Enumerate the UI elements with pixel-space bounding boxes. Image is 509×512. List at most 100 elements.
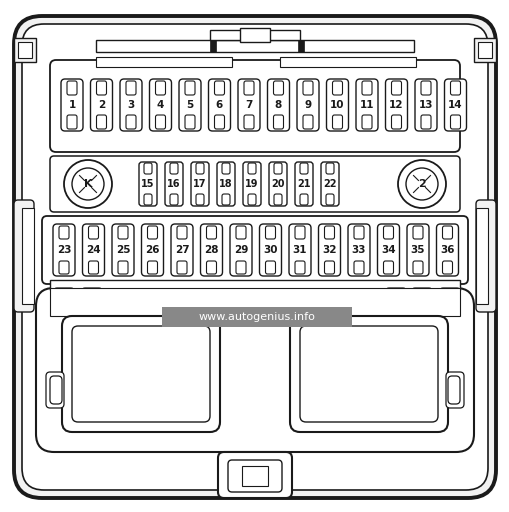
FancyBboxPatch shape (195, 163, 204, 174)
FancyBboxPatch shape (411, 288, 431, 312)
Circle shape (405, 168, 437, 200)
Text: 16: 16 (167, 179, 180, 189)
FancyBboxPatch shape (445, 372, 463, 408)
FancyBboxPatch shape (118, 261, 128, 274)
FancyBboxPatch shape (62, 316, 219, 432)
FancyBboxPatch shape (177, 261, 187, 274)
Bar (50, 288, 459, 316)
Text: 1: 1 (68, 100, 75, 110)
FancyBboxPatch shape (155, 115, 165, 129)
FancyBboxPatch shape (169, 194, 178, 205)
FancyBboxPatch shape (361, 81, 371, 95)
FancyBboxPatch shape (96, 115, 106, 129)
FancyBboxPatch shape (449, 81, 460, 95)
FancyBboxPatch shape (82, 224, 104, 276)
FancyBboxPatch shape (383, 226, 393, 239)
FancyBboxPatch shape (208, 79, 230, 131)
Text: 29: 29 (233, 245, 248, 255)
Text: 14: 14 (447, 100, 462, 110)
Text: 20: 20 (271, 179, 284, 189)
Text: 9: 9 (304, 100, 311, 110)
Text: 11: 11 (359, 100, 374, 110)
Bar (50, 280, 459, 290)
FancyBboxPatch shape (120, 79, 142, 131)
FancyBboxPatch shape (236, 261, 245, 274)
FancyBboxPatch shape (177, 226, 187, 239)
Text: 24: 24 (86, 245, 101, 255)
FancyBboxPatch shape (414, 79, 436, 131)
FancyBboxPatch shape (442, 261, 451, 274)
FancyBboxPatch shape (273, 194, 281, 205)
FancyBboxPatch shape (332, 115, 342, 129)
FancyBboxPatch shape (14, 16, 495, 498)
FancyBboxPatch shape (361, 115, 371, 129)
FancyBboxPatch shape (206, 261, 216, 274)
FancyBboxPatch shape (355, 79, 377, 131)
FancyBboxPatch shape (447, 376, 459, 404)
FancyBboxPatch shape (475, 200, 495, 312)
FancyBboxPatch shape (72, 326, 210, 422)
Text: 26: 26 (145, 245, 159, 255)
FancyBboxPatch shape (442, 226, 451, 239)
FancyBboxPatch shape (353, 226, 363, 239)
FancyBboxPatch shape (391, 81, 401, 95)
FancyBboxPatch shape (318, 224, 340, 276)
FancyBboxPatch shape (221, 194, 230, 205)
FancyBboxPatch shape (112, 224, 134, 276)
FancyBboxPatch shape (449, 115, 460, 129)
FancyBboxPatch shape (299, 194, 307, 205)
FancyBboxPatch shape (243, 115, 253, 129)
FancyBboxPatch shape (302, 115, 313, 129)
Bar (297, 40, 303, 52)
FancyBboxPatch shape (14, 200, 34, 312)
Text: 3: 3 (127, 100, 134, 110)
FancyBboxPatch shape (50, 156, 459, 212)
FancyBboxPatch shape (296, 79, 318, 131)
FancyBboxPatch shape (444, 79, 466, 131)
FancyBboxPatch shape (268, 162, 287, 206)
Text: 17: 17 (193, 179, 206, 189)
Text: 12: 12 (388, 100, 403, 110)
FancyBboxPatch shape (89, 261, 98, 274)
FancyBboxPatch shape (383, 261, 393, 274)
FancyBboxPatch shape (377, 224, 399, 276)
FancyBboxPatch shape (406, 224, 428, 276)
FancyBboxPatch shape (165, 162, 183, 206)
FancyBboxPatch shape (347, 224, 369, 276)
Text: www.autogenius.info: www.autogenius.info (198, 312, 315, 322)
FancyBboxPatch shape (294, 226, 304, 239)
Circle shape (72, 168, 104, 200)
FancyBboxPatch shape (230, 224, 251, 276)
Bar (162, 307, 351, 327)
FancyBboxPatch shape (325, 163, 333, 174)
FancyBboxPatch shape (238, 79, 260, 131)
FancyBboxPatch shape (217, 452, 292, 498)
FancyBboxPatch shape (214, 115, 224, 129)
FancyBboxPatch shape (412, 261, 422, 274)
Text: 2: 2 (417, 179, 425, 189)
Text: 32: 32 (322, 245, 336, 255)
FancyBboxPatch shape (139, 162, 157, 206)
Text: K: K (83, 179, 92, 189)
Text: 10: 10 (330, 100, 344, 110)
Bar (96, 57, 232, 67)
Text: 15: 15 (141, 179, 154, 189)
FancyBboxPatch shape (412, 226, 422, 239)
Text: 34: 34 (380, 245, 395, 255)
FancyBboxPatch shape (273, 163, 281, 174)
FancyBboxPatch shape (50, 60, 459, 152)
Bar (96, 40, 413, 52)
FancyBboxPatch shape (141, 224, 163, 276)
FancyBboxPatch shape (326, 79, 348, 131)
FancyBboxPatch shape (353, 261, 363, 274)
FancyBboxPatch shape (289, 224, 310, 276)
FancyBboxPatch shape (259, 224, 281, 276)
FancyBboxPatch shape (46, 372, 64, 408)
FancyBboxPatch shape (191, 162, 209, 206)
FancyBboxPatch shape (242, 162, 261, 206)
FancyBboxPatch shape (155, 81, 165, 95)
FancyBboxPatch shape (147, 261, 157, 274)
FancyBboxPatch shape (22, 24, 487, 490)
Text: 5: 5 (186, 100, 193, 110)
FancyBboxPatch shape (144, 163, 152, 174)
